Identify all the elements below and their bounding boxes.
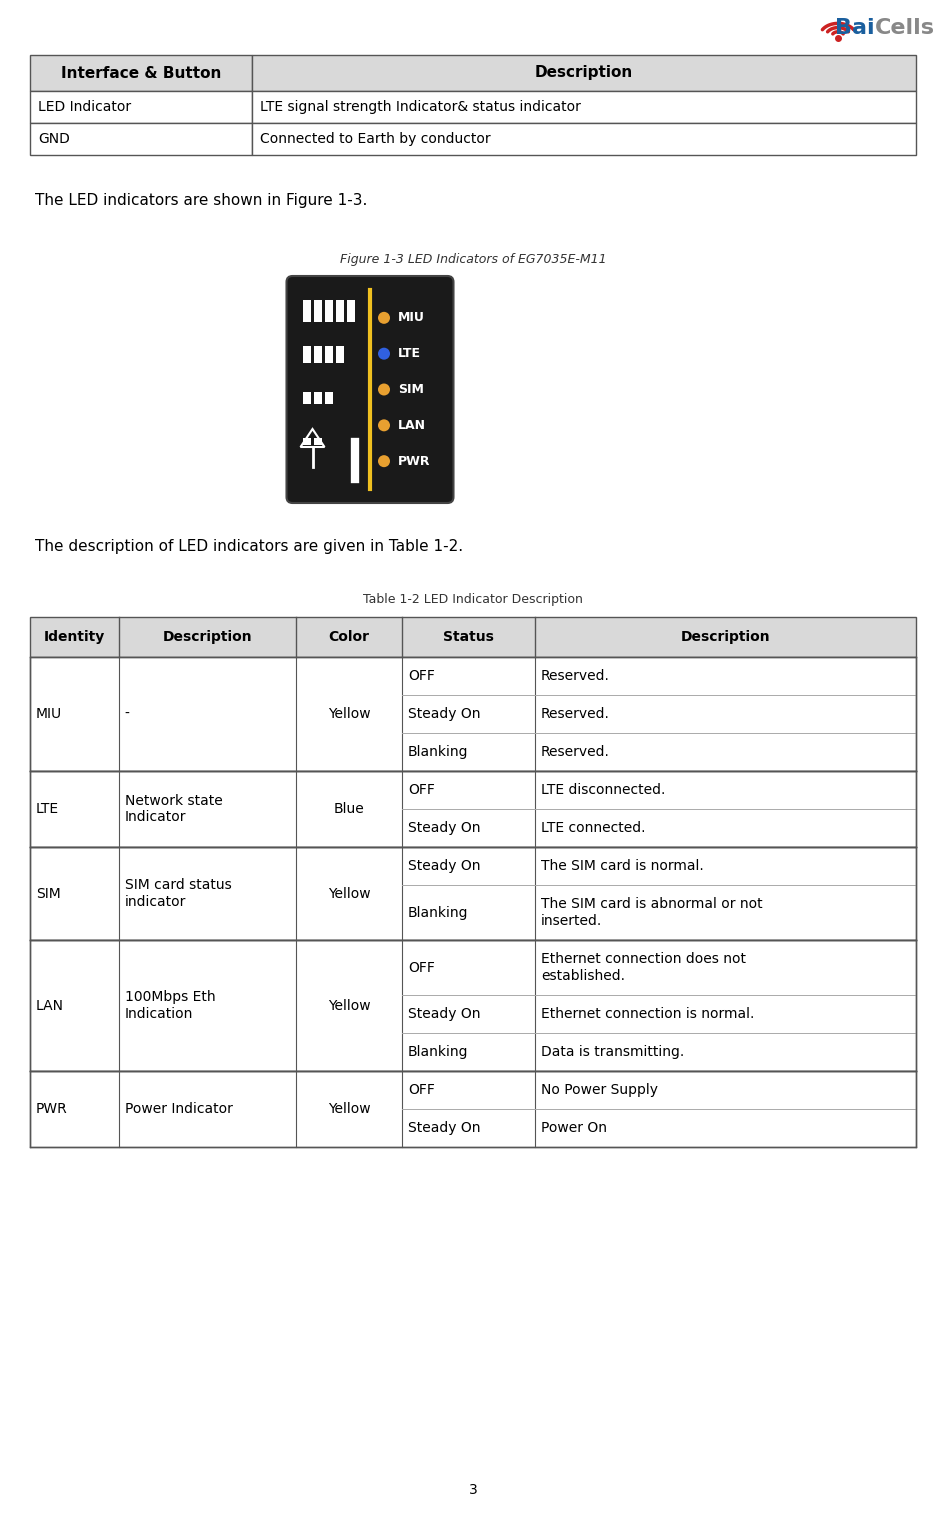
- Bar: [313, 437, 322, 445]
- Bar: [313, 392, 322, 404]
- Text: PWR: PWR: [398, 455, 430, 468]
- Text: Yellow: Yellow: [327, 887, 370, 900]
- Text: Description: Description: [163, 629, 252, 645]
- Text: Color: Color: [328, 629, 370, 645]
- Text: LED Indicator: LED Indicator: [38, 100, 131, 113]
- Text: -: -: [125, 707, 130, 722]
- Text: Blanking: Blanking: [408, 905, 468, 920]
- Text: LTE: LTE: [398, 346, 421, 360]
- Bar: [30, 1071, 916, 1147]
- Bar: [336, 346, 343, 363]
- Text: LAN: LAN: [398, 419, 426, 431]
- Bar: [30, 91, 252, 123]
- Bar: [30, 847, 916, 940]
- Text: Reserved.: Reserved.: [541, 669, 610, 682]
- Text: SIM: SIM: [398, 383, 424, 396]
- Bar: [324, 300, 332, 322]
- Text: Cells: Cells: [875, 18, 935, 38]
- Text: MIU: MIU: [36, 707, 62, 722]
- Text: Ethernet connection does not
established.: Ethernet connection does not established…: [541, 952, 746, 982]
- Bar: [324, 392, 332, 404]
- Text: OFF: OFF: [408, 961, 435, 974]
- Text: Description: Description: [681, 629, 770, 645]
- Text: Ethernet connection is normal.: Ethernet connection is normal.: [541, 1008, 754, 1021]
- Text: No Power Supply: No Power Supply: [541, 1083, 658, 1097]
- Text: SIM card status
indicator: SIM card status indicator: [125, 879, 232, 909]
- Text: OFF: OFF: [408, 784, 435, 797]
- Bar: [313, 300, 322, 322]
- Text: 3: 3: [468, 1483, 478, 1496]
- Text: LTE connected.: LTE connected.: [541, 822, 645, 835]
- Text: Interface & Button: Interface & Button: [61, 65, 221, 80]
- Circle shape: [378, 348, 390, 360]
- Text: Description: Description: [534, 65, 633, 80]
- Text: Figure 1-3 LED Indicators of EG7035E-M11: Figure 1-3 LED Indicators of EG7035E-M11: [340, 254, 606, 266]
- Text: The description of LED indicators are given in Table 1-2.: The description of LED indicators are gi…: [35, 540, 464, 554]
- Text: Reserved.: Reserved.: [541, 744, 610, 760]
- Bar: [303, 392, 310, 404]
- Text: SIM: SIM: [36, 887, 61, 900]
- Text: Yellow: Yellow: [327, 999, 370, 1012]
- Bar: [303, 300, 310, 322]
- Bar: [346, 300, 355, 322]
- Bar: [30, 657, 916, 772]
- Bar: [303, 346, 310, 363]
- Text: Network state
Indicator: Network state Indicator: [125, 794, 222, 825]
- Text: Status: Status: [443, 629, 494, 645]
- Text: LTE disconnected.: LTE disconnected.: [541, 784, 665, 797]
- Text: Blue: Blue: [334, 802, 364, 816]
- Circle shape: [378, 312, 390, 324]
- Text: OFF: OFF: [408, 669, 435, 682]
- Bar: [252, 123, 916, 154]
- FancyBboxPatch shape: [287, 275, 453, 502]
- Text: PWR: PWR: [36, 1101, 68, 1117]
- Circle shape: [378, 419, 390, 431]
- Circle shape: [378, 455, 390, 468]
- Text: 100Mbps Eth
Indication: 100Mbps Eth Indication: [125, 991, 216, 1021]
- Bar: [30, 772, 916, 847]
- Bar: [313, 346, 322, 363]
- Bar: [324, 346, 332, 363]
- Text: Blanking: Blanking: [408, 744, 468, 760]
- Bar: [30, 54, 252, 91]
- Text: LTE signal strength Indicator& status indicator: LTE signal strength Indicator& status in…: [259, 100, 581, 113]
- Bar: [252, 91, 916, 123]
- Text: Steady On: Steady On: [408, 707, 481, 722]
- Text: Steady On: Steady On: [408, 1008, 481, 1021]
- Text: Steady On: Steady On: [408, 1121, 481, 1135]
- Text: LAN: LAN: [36, 999, 64, 1012]
- Text: Blanking: Blanking: [408, 1045, 468, 1059]
- Text: The LED indicators are shown in Figure 1-3.: The LED indicators are shown in Figure 1…: [35, 192, 367, 207]
- Text: LTE: LTE: [36, 802, 59, 816]
- Text: Yellow: Yellow: [327, 1101, 370, 1117]
- Text: GND: GND: [38, 132, 70, 145]
- Text: Steady On: Steady On: [408, 859, 481, 873]
- Text: Identity: Identity: [44, 629, 105, 645]
- Text: Table 1-2 LED Indicator Description: Table 1-2 LED Indicator Description: [363, 593, 583, 605]
- Bar: [30, 123, 252, 154]
- Circle shape: [378, 383, 390, 395]
- Text: Data is transmitting.: Data is transmitting.: [541, 1045, 684, 1059]
- Text: Power On: Power On: [541, 1121, 607, 1135]
- Bar: [30, 617, 916, 657]
- Text: Yellow: Yellow: [327, 707, 370, 722]
- Text: MIU: MIU: [398, 312, 425, 324]
- Text: Reserved.: Reserved.: [541, 707, 610, 722]
- Bar: [336, 300, 343, 322]
- Bar: [252, 54, 916, 91]
- Text: Steady On: Steady On: [408, 822, 481, 835]
- Text: Power Indicator: Power Indicator: [125, 1101, 233, 1117]
- Text: Bai: Bai: [835, 18, 875, 38]
- Text: Connected to Earth by conductor: Connected to Earth by conductor: [259, 132, 490, 145]
- Text: The SIM card is normal.: The SIM card is normal.: [541, 859, 704, 873]
- Text: The SIM card is abnormal or not
inserted.: The SIM card is abnormal or not inserted…: [541, 897, 762, 927]
- Text: OFF: OFF: [408, 1083, 435, 1097]
- Bar: [303, 437, 310, 445]
- Bar: [30, 940, 916, 1071]
